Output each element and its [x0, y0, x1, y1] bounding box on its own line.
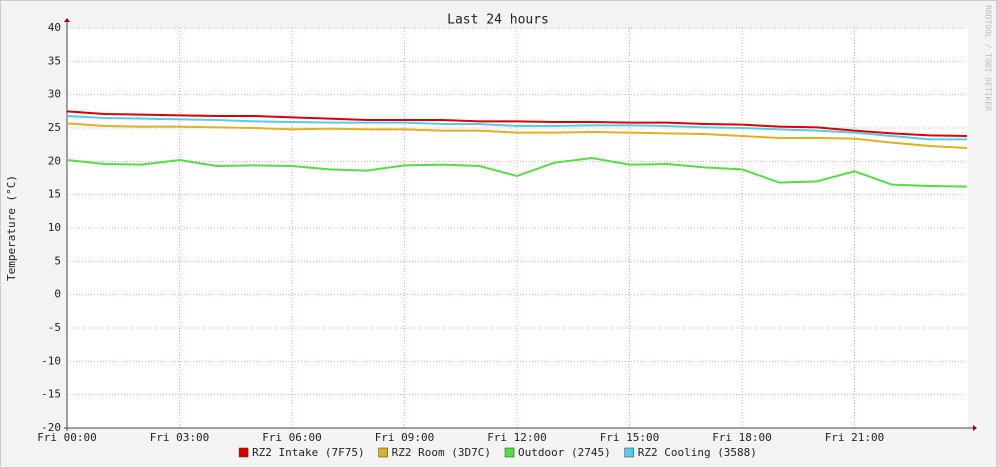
- legend-label: RZ2 Room (3D7C): [392, 446, 491, 459]
- y-tick-label: 40: [48, 21, 61, 34]
- legend-swatch: [624, 447, 634, 458]
- x-tick-label: Fri 15:00: [600, 431, 660, 444]
- y-tick-label: 35: [48, 54, 61, 67]
- chart-title: Last 24 hours: [447, 13, 549, 28]
- x-tick-label: Fri 12:00: [487, 431, 547, 444]
- y-axis-arrow: [64, 18, 70, 22]
- y-tick-label: 0: [54, 288, 61, 301]
- legend-swatch: [378, 447, 388, 458]
- y-tick-label: 15: [48, 188, 61, 201]
- legend-label: RZ2 Cooling (3588): [638, 446, 757, 459]
- series-line: [66, 110, 968, 137]
- x-tick-label: Fri 03:00: [150, 431, 210, 444]
- y-tick-label: -20: [41, 421, 61, 434]
- x-axis-arrow: [973, 425, 977, 431]
- y-tick-label: 30: [48, 88, 61, 101]
- watermark: RRDTOOL / TOBI OETIKER: [984, 5, 993, 111]
- y-tick-label: 5: [54, 254, 61, 267]
- y-axis-title: Temperature (°C): [5, 175, 18, 281]
- legend-label: Outdoor (2745): [518, 446, 611, 459]
- y-tick-label: -15: [41, 388, 61, 401]
- x-tick-label: Fri 09:00: [375, 431, 435, 444]
- x-tick-label: Fri 00:00: [37, 431, 97, 444]
- legend-swatch: [504, 447, 515, 458]
- y-tick-label: 25: [48, 121, 61, 134]
- y-tick-label: -10: [41, 354, 61, 367]
- series-line: [66, 115, 967, 141]
- y-tick-label: -5: [48, 321, 61, 334]
- series-line: [66, 156, 968, 188]
- series-line: [66, 122, 968, 149]
- legend-label: RZ2 Intake (7F75): [252, 446, 365, 459]
- legend-swatch: [238, 447, 249, 458]
- x-tick-label: Fri 21:00: [825, 431, 885, 444]
- x-tick-label: Fri 06:00: [262, 431, 322, 444]
- y-tick-label: 10: [48, 221, 61, 234]
- x-tick-label: Fri 18:00: [712, 431, 772, 444]
- y-tick-label: 20: [48, 154, 61, 167]
